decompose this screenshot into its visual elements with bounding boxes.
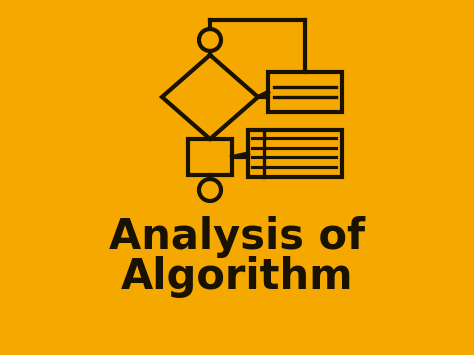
Text: Algorithm: Algorithm: [121, 256, 353, 298]
Text: Analysis of: Analysis of: [109, 216, 365, 258]
